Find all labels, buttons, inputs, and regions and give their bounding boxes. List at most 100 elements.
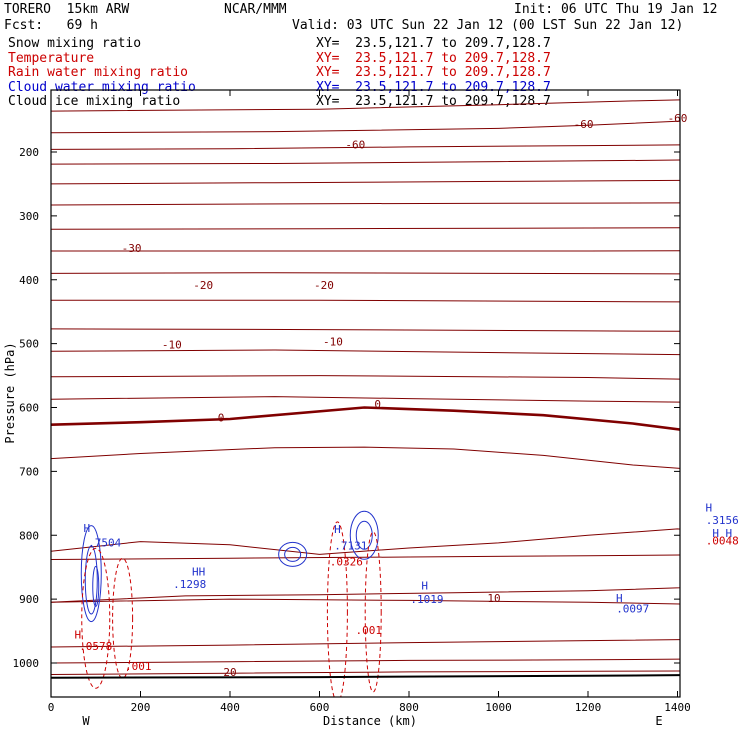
cloud-water-label: H xyxy=(83,522,90,535)
temperature-contour xyxy=(51,227,680,230)
legend-xy: XY= 23.5,121.7 to 209.7,128.7 xyxy=(316,36,551,51)
temperature-contour xyxy=(51,670,680,675)
cloud-water-label: H xyxy=(421,579,428,592)
cloud-water-label: .0097 xyxy=(616,602,649,615)
temperature-contour xyxy=(51,406,680,431)
axes-layer: 0200400600800100012001400160018002000220… xyxy=(3,90,691,728)
temperature-label: 20 xyxy=(223,666,236,679)
cloud-water-contour xyxy=(284,546,302,562)
x-tick-label: 800 xyxy=(399,701,419,714)
temperature-label: -10 xyxy=(323,335,343,348)
cloud-water-contour xyxy=(84,545,98,615)
terrain-line xyxy=(51,674,680,679)
temperature-label: -60 xyxy=(574,118,594,131)
temperature-label: 0 xyxy=(218,411,225,424)
x-tick-label: 1200 xyxy=(575,701,602,714)
rain-water-contour xyxy=(364,531,382,693)
y-tick-label: 1000 xyxy=(13,657,40,670)
x-tick-label: 600 xyxy=(310,701,330,714)
x-axis-label: Distance (km) xyxy=(323,714,417,728)
temperature-label: -60 xyxy=(345,139,365,152)
temperature-contour xyxy=(51,99,680,112)
cloud-water-contour xyxy=(80,525,102,623)
temperature-contour xyxy=(51,528,680,555)
cloud-water-label: H xyxy=(334,523,341,536)
rain-water-contour xyxy=(326,521,348,697)
legend-label: Rain water mixing ratio xyxy=(8,65,189,81)
label-layer: -60-60-60-60-50-50-30-30-20-20-20-20-10-… xyxy=(75,112,739,679)
temperature-label: 0 xyxy=(374,398,381,411)
legend-xy: XY= 23.5,121.7 to 209.7,128.7 xyxy=(316,79,551,95)
temperature-contour xyxy=(51,202,680,206)
temperature-contour xyxy=(51,159,680,165)
temperature-label: -20 xyxy=(314,279,334,292)
rain-water-label: .001 xyxy=(355,624,382,637)
x-tick-label: 1000 xyxy=(485,701,512,714)
x-tick-label: 400 xyxy=(220,701,240,714)
cloud-water-contour xyxy=(92,565,100,607)
temperature-contour xyxy=(51,349,680,356)
temperature-label: -30 xyxy=(122,242,142,255)
rain-water-label: H xyxy=(75,629,82,642)
y-tick-label: 800 xyxy=(19,529,39,542)
temperature-contour xyxy=(51,587,680,603)
y-tick-label: 200 xyxy=(19,146,39,159)
y-axis-label: Pressure (hPa) xyxy=(3,342,17,443)
y-tick-label: 400 xyxy=(19,274,39,287)
cloud-water-label: .1019 xyxy=(410,593,443,606)
cloud-water-label: H H xyxy=(712,527,732,540)
cloud-water-label: H xyxy=(616,592,623,605)
temperature-contour xyxy=(51,272,680,275)
temperature-contour xyxy=(51,598,680,605)
east-end-label: E xyxy=(655,714,662,728)
y-tick-label: 300 xyxy=(19,210,39,223)
rain-water-label: .0578 xyxy=(79,640,112,653)
y-tick-label: 500 xyxy=(19,338,39,351)
cloud-water-label: .7504 xyxy=(88,537,121,550)
cloud-water-label: .1298 xyxy=(173,578,206,591)
temperature-contour xyxy=(51,299,680,303)
x-tick-label: 1400 xyxy=(664,701,691,714)
y-tick-label: 900 xyxy=(19,593,39,606)
temperature-contour xyxy=(51,658,680,664)
legend-label: Snow mixing ratio xyxy=(8,36,142,51)
temperature-contour xyxy=(51,144,680,150)
forecast-hour: Fcst: 69 h xyxy=(4,18,98,33)
rain-water-contour xyxy=(81,547,111,689)
cloud-water-label: .3156 xyxy=(706,514,739,527)
temperature-contour xyxy=(51,375,680,380)
cloud-water-contour xyxy=(278,541,308,567)
temperature-contour xyxy=(51,179,680,185)
plot-frame xyxy=(50,89,681,698)
legend-xy: XY= 23.5,121.7 to 209.7,128.7 xyxy=(316,65,551,81)
temperature-label: -60 xyxy=(668,112,688,125)
legend-label: Cloud water mixing ratio xyxy=(8,79,196,95)
cloud-water-label: .7131 xyxy=(334,540,367,553)
cloud-water-label: H xyxy=(706,501,713,514)
plot-border xyxy=(50,89,681,698)
model-title: TORERO 15km ARW xyxy=(4,2,130,17)
y-tick-label: 600 xyxy=(19,402,39,415)
temperature-contour xyxy=(51,396,680,403)
rain-water-label: .0048 xyxy=(706,535,739,548)
temperature-contour xyxy=(51,250,680,252)
contour-layer xyxy=(51,99,680,697)
legend-xy: XY= 23.5,121.7 to 209.7,128.7 xyxy=(316,50,551,66)
cloud-water-label: HH xyxy=(192,565,205,578)
legend-label: Temperature xyxy=(8,50,95,66)
rain-water-contour xyxy=(112,557,134,679)
west-end-label: W xyxy=(82,714,90,728)
temperature-label: -10 xyxy=(162,339,182,352)
cloud-water-contour xyxy=(355,520,373,550)
init-time: Init: 06 UTC Thu 19 Jan 12 xyxy=(514,2,718,17)
legend-label: Cloud ice mixing ratio xyxy=(8,94,181,110)
temperature-contour xyxy=(51,328,680,332)
rain-water-label: .0326 xyxy=(330,556,363,569)
valid-time: Valid: 03 UTC Sun 22 Jan 12 (00 LST Sun … xyxy=(292,18,684,33)
temperature-contour xyxy=(51,120,680,134)
temperature-label: 10 xyxy=(487,592,500,605)
temperature-contour xyxy=(51,446,680,469)
agency-label: NCAR/MMM xyxy=(224,2,287,17)
temperature-contour xyxy=(51,554,680,560)
